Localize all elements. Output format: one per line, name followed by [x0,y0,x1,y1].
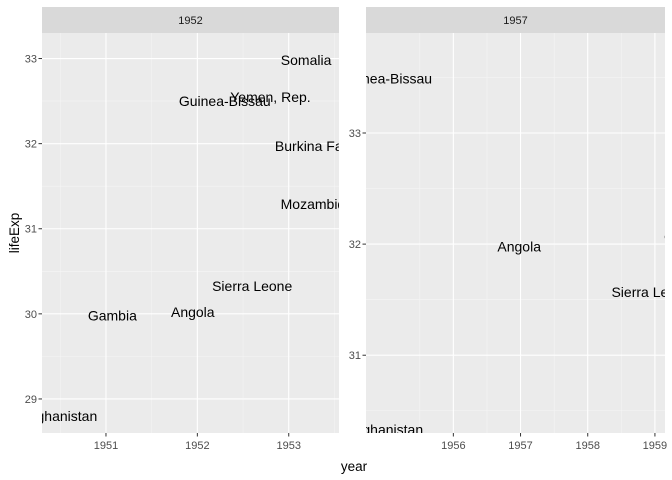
x-tick-label: 1951 [94,440,118,452]
y-tick-label: 30 [25,309,37,321]
y-tick-label: 33 [349,128,361,140]
panel-background [42,33,339,433]
point-labels: Afghanistan Angola Sierra Leone Gambia Guine… [340,71,672,438]
point-label: Mozambique [281,196,361,212]
x-tick-label: 1952 [185,440,209,452]
y-tick-label: 32 [25,139,37,151]
x-axis-title: year [341,459,368,474]
point-label: Afghanistan [23,408,97,424]
point-label: Somalia [281,52,332,68]
x-tick-label: 1959 [643,440,667,452]
point-label: Gambia [88,308,137,324]
point-label: Yemen, Rep. [230,89,310,105]
point-label: Guinea-Bissau [179,93,271,109]
point-labels: Afghanistan Gambia Angola Sierra Leone Mozam… [23,52,361,424]
facet-strip [42,7,339,33]
x-tick-label: 1957 [508,440,532,452]
point-label: Sierra Leone [611,284,672,300]
point-label: Angola [171,304,215,320]
y-tick-label: 31 [25,224,37,236]
facet-1957: 1957 1956 1957 1958 1959 31 32 33 Afghanistan Ang… [340,7,672,452]
y-tick-label: 31 [349,350,361,362]
point-label: Angola [497,238,541,254]
facet-strip [366,7,665,33]
y-axis-title: lifeExp [7,213,22,254]
facet-strip-label: 1952 [178,15,202,27]
y-tick-label: 32 [349,239,361,251]
point-label: Burkina Faso [275,138,358,154]
point-label: Guinea-Bissau [340,71,432,87]
facet-strip-label: 1957 [503,15,527,27]
point-label: Gambia [664,228,672,244]
y-tick-label: 33 [25,54,37,66]
panel-background [366,33,665,433]
x-tick-label: 1956 [441,440,465,452]
point-label: Sierra Leone [212,278,292,294]
point-label: Afghanistan [349,422,423,438]
x-tick-label: 1958 [575,440,599,452]
gridlines [366,33,665,433]
x-tick-label: 1953 [276,440,300,452]
y-tick-label: 29 [25,394,37,406]
gridlines [42,33,339,433]
facet-1952: 1952 1951 1952 1953 29 30 31 32 33 Afghanistan Gam… [23,7,361,452]
